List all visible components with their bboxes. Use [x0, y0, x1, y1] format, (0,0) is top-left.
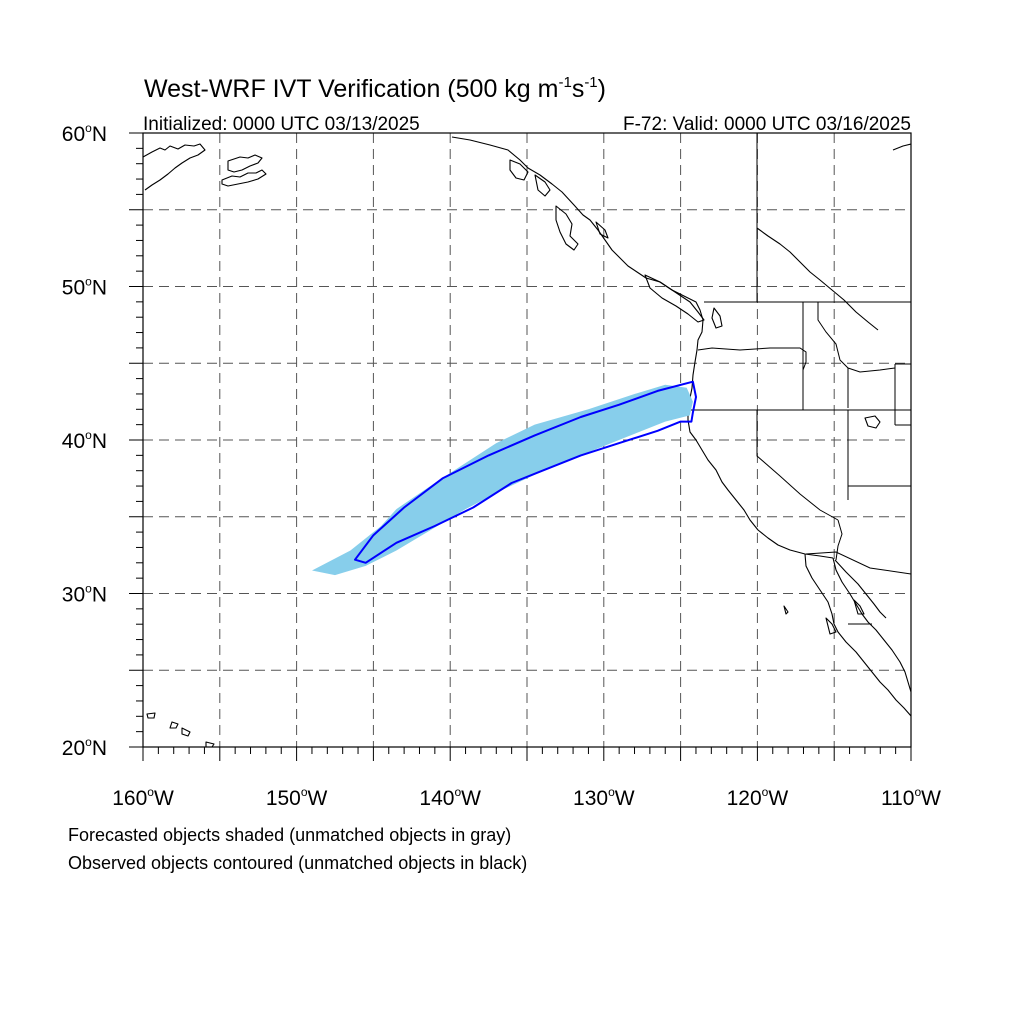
title-prefix: West-WRF IVT Verification (500 kg m [144, 75, 558, 103]
title-mid: s [572, 75, 585, 103]
y-tick-label: 60oN [62, 121, 107, 146]
coastlines [143, 136, 911, 747]
observed-ivt-contour [354, 380, 697, 564]
forecast-ivt-object [312, 384, 693, 576]
legend-observed-text: Observed objects contoured (unmatched ob… [68, 853, 527, 873]
y-tick-label: 30oN [62, 582, 107, 607]
y-tick-label: 50oN [62, 275, 107, 300]
x-tick-label: 160oW [112, 785, 174, 810]
x-tick-label: 140oW [419, 785, 481, 810]
y-tick-label: 40oN [62, 428, 107, 453]
x-tick-label: 130oW [573, 785, 635, 810]
x-tick-label: 150oW [266, 785, 328, 810]
legend-forecast-text: Forecasted objects shaded (unmatched obj… [68, 825, 511, 845]
x-tick-label: 120oW [727, 785, 789, 810]
x-tick-label: 110oW [881, 785, 941, 810]
title-exp2: -1 [584, 74, 597, 91]
initialized-label: Initialized: 0000 UTC 03/13/2025 [143, 114, 420, 135]
political-boundaries [690, 133, 911, 625]
title-exp1: -1 [558, 74, 571, 91]
valid-time-label: F-72: Valid: 0000 UTC 03/16/2025 [623, 114, 911, 135]
title-suffix: ) [598, 75, 606, 103]
x-axis-labels: 160oW 150oW 140oW 130oW 120oW 110oW [112, 785, 941, 810]
y-axis-labels: 60oN 50oN 40oN 30oN 20oN [62, 121, 107, 760]
axis-ticks [129, 132, 912, 761]
y-tick-label: 20oN [62, 735, 107, 760]
map-title: West-WRF IVT Verification (500 kg m-1s-1… [144, 74, 606, 103]
